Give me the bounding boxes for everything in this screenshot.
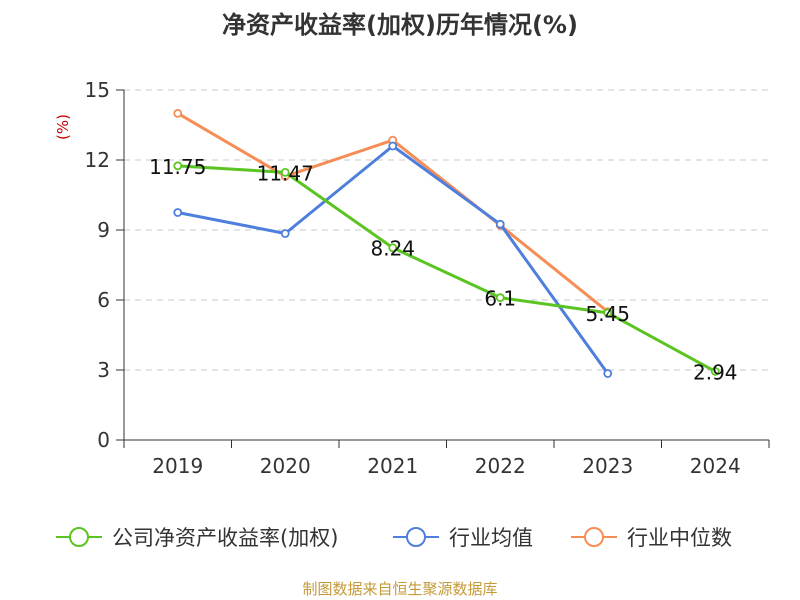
x-tick-label: 2024	[690, 454, 741, 478]
legend-marker-0	[69, 527, 89, 547]
x-tick-label: 2023	[582, 454, 633, 478]
series-point-0	[280, 167, 290, 177]
series-point-1	[603, 369, 613, 378]
x-tick-label: 2021	[367, 454, 418, 478]
y-tick-label: 6	[97, 288, 110, 312]
data-label: 6.1	[484, 287, 516, 311]
y-tick-label: 15	[85, 78, 110, 102]
legend-marker-2	[584, 527, 604, 547]
data-label: 11.75	[149, 155, 206, 179]
x-tick-label: 2020	[260, 454, 311, 478]
data-label: 5.45	[585, 302, 630, 326]
series-point-1	[280, 229, 290, 238]
series-point-1	[388, 141, 398, 151]
series-point-1	[495, 219, 505, 229]
series-point-0	[388, 243, 398, 253]
data-label: 11.47	[257, 161, 314, 185]
x-tick-label: 2019	[152, 454, 203, 478]
series-point-0	[710, 366, 720, 376]
y-tick-label: 9	[97, 218, 110, 242]
y-tick-label: 12	[85, 148, 110, 172]
series-point-0	[603, 308, 613, 318]
legend-label-0: 公司净资产收益率(加权)	[112, 526, 338, 550]
source-footer: 制图数据来自恒生聚源数据库	[302, 580, 498, 598]
legend-label-1: 行业均值	[449, 526, 533, 550]
y-tick-label: 3	[97, 358, 110, 382]
chart-title: 净资产收益率(加权)历年情况(%)	[222, 11, 578, 39]
legend-marker-1	[406, 527, 426, 547]
data-label: 8.24	[370, 237, 415, 261]
y-axis-label: (%)	[54, 114, 72, 140]
series-point-1	[173, 208, 183, 217]
series-line-0	[177, 164, 716, 373]
y-tick-label: 0	[97, 428, 110, 452]
series-point-2	[173, 108, 183, 118]
data-label: 2.94	[693, 360, 738, 384]
legend-label-2: 行业中位数	[627, 526, 732, 550]
series-point-0	[495, 293, 505, 303]
x-tick-label: 2022	[475, 454, 526, 478]
series-point-0	[173, 161, 183, 171]
